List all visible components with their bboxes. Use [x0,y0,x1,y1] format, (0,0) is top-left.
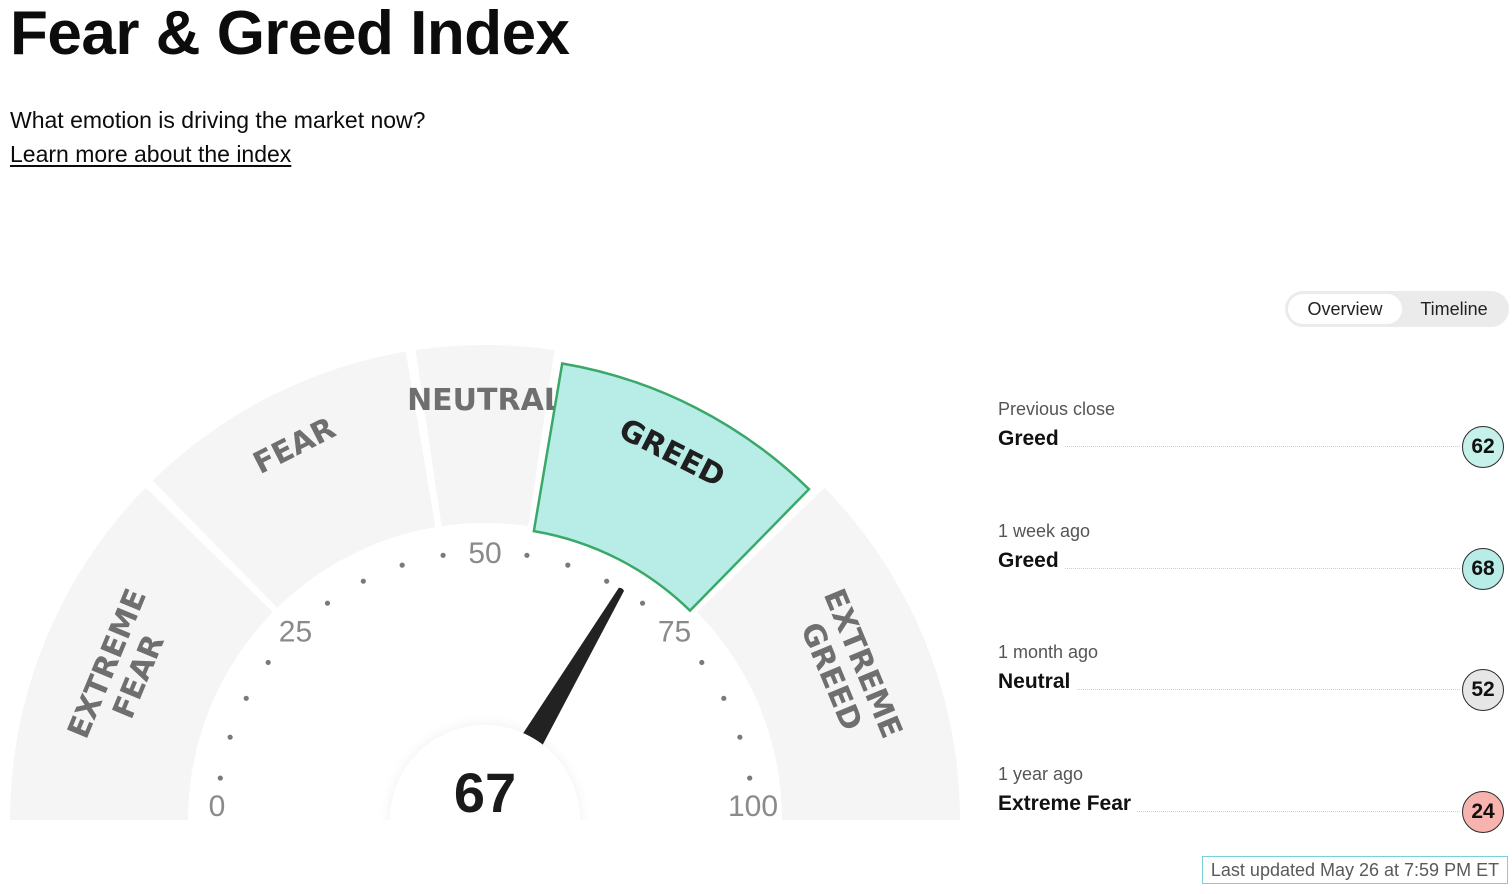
history-status: Neutral [998,669,1077,695]
tick-dot [440,552,446,558]
tick-dot [227,734,233,740]
history-label: Previous close [998,399,1116,419]
history-status: Greed [998,548,1065,574]
gauge-segment [697,487,960,820]
history-label: 1 month ago [998,642,1099,662]
gauge-ticks: 0 25 50 75 100 [209,537,778,823]
tick-dot [747,775,753,781]
gauge-segment-label: NEUTRAL [407,383,563,418]
tick-dot [217,775,223,781]
page-subtitle: What emotion is driving the market now? [10,107,426,133]
history-leader [998,811,1460,812]
tick-label: 0 [209,790,226,823]
history-leader [998,446,1460,447]
history-status: Extreme Fear [998,791,1138,817]
history-score-badge: 24 [1462,791,1504,833]
history-leader [998,568,1460,569]
gauge-svg: EXTREMEFEARFEARNEUTRALGREEDEXTREMEGREED … [10,345,960,824]
history-label: 1 week ago [998,521,1091,541]
page-title: Fear & Greed Index [10,0,570,68]
history-status: Greed [998,426,1065,452]
history-row-1-month: 1 month ago Neutral 52 [998,641,1504,711]
tick-label: 100 [728,790,778,823]
tick-dot [243,695,249,701]
tick-dot [360,578,366,584]
view-toggle: Overview Timeline [1285,291,1509,327]
history-label: 1 year ago [998,764,1084,784]
hub-cover [390,725,580,820]
tick-label: 75 [658,615,691,648]
history-score-badge: 52 [1462,669,1504,711]
tick-dot [324,600,331,606]
gauge-segment [10,487,273,820]
history-score-badge: 62 [1462,426,1504,468]
history-row-previous-close: Previous close Greed 62 [998,398,1504,468]
history-row-1-week: 1 week ago Greed 68 [998,520,1504,590]
history-row-1-year: 1 year ago Extreme Fear 24 [998,763,1504,833]
current-score: 67 [454,761,516,824]
gauge-needle [390,587,625,820]
tick-dot [737,734,743,740]
history-leader [998,689,1460,690]
tick-dot [524,552,530,558]
tick-dot [639,600,646,606]
last-updated-stamp: Last updated May 26 at 7:59 PM ET [1202,856,1508,884]
learn-more-link[interactable]: Learn more about the index [10,141,292,167]
gauge-segment [532,362,811,613]
tick-dot [265,659,271,666]
fear-greed-gauge: EXTREMEFEAR FEAR NEUTRAL GREED EXTREMEGREED … [0,330,970,894]
gauge-segment [152,351,436,608]
gauge-segment [415,345,555,527]
tick-dot [604,578,610,584]
tick-dot [399,562,405,568]
tick-dot [699,659,705,666]
needle [504,587,625,775]
toggle-timeline[interactable]: Timeline [1420,298,1488,319]
tick-dot [721,695,727,701]
tick-label: 25 [279,615,312,648]
history-score-badge: 68 [1462,548,1504,590]
tick-dot [565,562,571,568]
toggle-overview[interactable]: Overview [1288,294,1402,324]
tick-label: 50 [468,537,501,570]
